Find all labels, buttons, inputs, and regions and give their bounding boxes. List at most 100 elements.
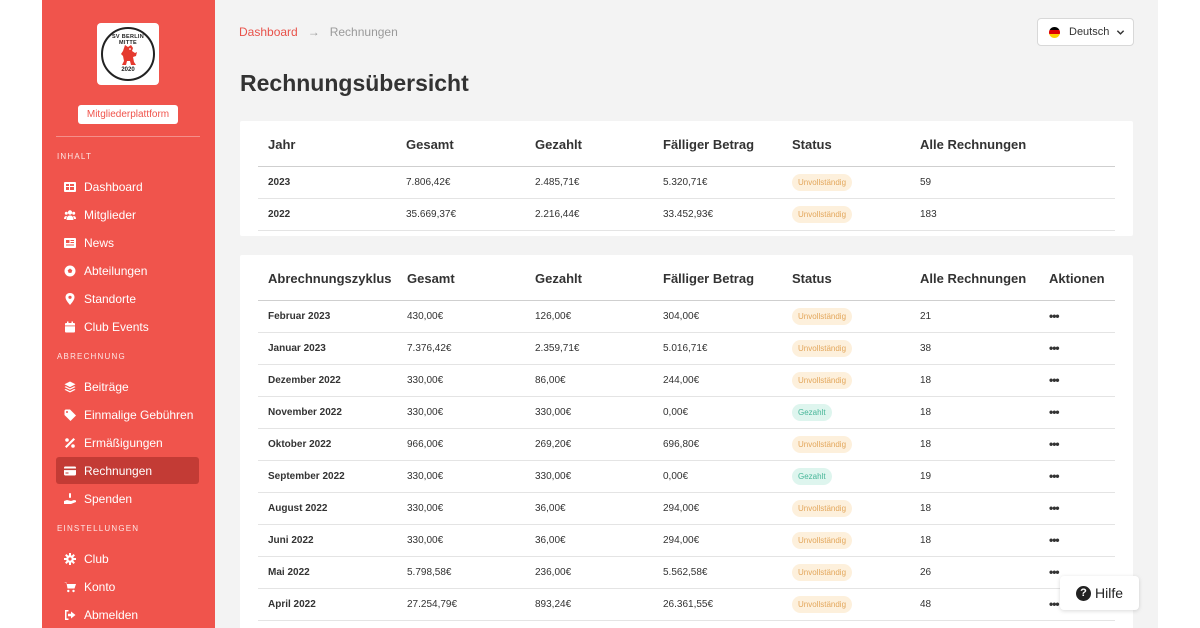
year-summary-card: Jahr Gesamt Gezahlt Fälliger Betrag Stat…	[240, 121, 1133, 236]
gear-icon	[63, 552, 77, 566]
status-cell: Unvollständig	[782, 166, 910, 199]
billing-cycle-cell: Dezember 2022	[258, 364, 397, 397]
more-actions-icon[interactable]: •••	[1049, 309, 1060, 323]
billing-cycle-table: Abrechnungszyklus Gesamt Gezahlt Fällige…	[258, 257, 1115, 621]
status-badge: Unvollständig	[792, 499, 853, 517]
table-row[interactable]: Mai 2022 5.798,58€ 236,00€ 5.562,58€ Unvolls…	[258, 556, 1115, 589]
status-badge: Unvollständig	[792, 307, 853, 325]
sidebar-item-konto[interactable]: Konto	[56, 573, 199, 600]
chevron-down-icon	[1117, 29, 1125, 35]
status-cell: Unvollständig	[782, 198, 910, 231]
sidebar-item-club[interactable]: Club	[56, 545, 199, 572]
sidebar-item-label: Spenden	[84, 491, 133, 506]
sidebar-item-beitraege[interactable]: Beiträge	[56, 373, 199, 400]
column-header[interactable]: Gesamt	[397, 257, 525, 301]
logo-arc-text: SV BERLIN MITTE	[111, 34, 145, 46]
column-header[interactable]: Gezahlt	[525, 257, 653, 301]
status-badge: Unvollständig	[792, 435, 853, 453]
sidebar-item-label: Standorte	[84, 291, 137, 306]
due-cell: 294,00€	[653, 492, 782, 525]
table-row[interactable]: November 2022 330,00€ 330,00€ 0,00€ Gezahlt 1…	[258, 396, 1115, 429]
percent-icon	[63, 436, 77, 450]
column-header[interactable]: Fälliger Betrag	[653, 123, 782, 167]
section-title-inhalt: INHALT	[57, 152, 93, 161]
help-label: Hilfe	[1094, 585, 1123, 601]
sidebar-item-mitglieder[interactable]: Mitglieder	[56, 201, 199, 228]
table-row[interactable]: 2022 35.669,37€ 2.216,44€ 33.452,93€ Unvolls…	[258, 198, 1115, 231]
sidebar-item-ermaessigungen[interactable]: Ermäßigungen	[56, 429, 199, 456]
invoice-count-cell: 18	[910, 492, 1039, 525]
sidebar-item-standorte[interactable]: Standorte	[56, 285, 199, 312]
total-cell: 966,00€	[397, 428, 525, 461]
more-actions-icon[interactable]: •••	[1049, 405, 1060, 419]
more-actions-icon[interactable]: •••	[1049, 565, 1060, 579]
status-cell: Unvollständig	[782, 588, 910, 621]
paid-cell: 126,00€	[525, 300, 653, 333]
sidebar-item-label: Club Events	[84, 319, 149, 334]
language-label: Deutsch	[1069, 26, 1110, 38]
sidebar-item-spenden[interactable]: Spenden	[56, 485, 199, 512]
total-cell: 35.669,37€	[396, 198, 525, 231]
status-cell: Unvollständig	[782, 332, 910, 365]
sidebar-item-abteilungen[interactable]: Abteilungen	[56, 257, 199, 284]
sidebar-item-label: Mitglieder	[84, 207, 137, 222]
soccer-ball-icon	[63, 264, 77, 278]
more-actions-icon[interactable]: •••	[1049, 597, 1060, 611]
column-header[interactable]: Status	[782, 123, 910, 167]
breadcrumb-current: Rechnungen	[329, 25, 398, 39]
more-actions-icon[interactable]: •••	[1049, 437, 1060, 451]
more-actions-icon[interactable]: •••	[1049, 501, 1060, 515]
breadcrumb-link-dashboard[interactable]: Dashboard	[239, 25, 298, 39]
year-cell: 2022	[258, 198, 396, 231]
column-header[interactable]: Jahr	[258, 123, 396, 167]
table-row[interactable]: April 2022 27.254,79€ 893,24€ 26.361,55€ Unv…	[258, 588, 1115, 621]
sidebar-item-club-events[interactable]: Club Events	[56, 313, 199, 340]
sidebar-item-label: Dashboard	[84, 179, 143, 194]
status-badge: Unvollständig	[792, 339, 853, 357]
sidebar-item-news[interactable]: News	[56, 229, 199, 256]
language-selector[interactable]: Deutsch	[1037, 18, 1134, 46]
paid-cell: 269,20€	[525, 428, 653, 461]
table-row[interactable]: September 2022 330,00€ 330,00€ 0,00€ Gezahlt…	[258, 460, 1115, 493]
billing-cycle-cell: Januar 2023	[258, 332, 397, 365]
billing-cycle-cell: September 2022	[258, 460, 397, 493]
total-cell: 430,00€	[397, 300, 525, 333]
invoice-count-cell: 18	[910, 396, 1039, 429]
donate-hand-icon	[63, 492, 77, 506]
table-row[interactable]: August 2022 330,00€ 36,00€ 294,00€ Unvollstä…	[258, 492, 1115, 525]
billing-cycle-cell: August 2022	[258, 492, 397, 525]
status-badge: Unvollständig	[792, 595, 853, 613]
help-button[interactable]: ? Hilfe	[1060, 576, 1139, 610]
more-actions-icon[interactable]: •••	[1049, 533, 1060, 547]
layers-icon	[63, 380, 77, 394]
column-header[interactable]: Fälliger Betrag	[653, 257, 782, 301]
table-row[interactable]: 2023 7.806,42€ 2.485,71€ 5.320,71€ Unvollstä…	[258, 166, 1115, 199]
table-row[interactable]: Dezember 2022 330,00€ 86,00€ 244,00€ Unvolls…	[258, 364, 1115, 397]
column-header[interactable]: Gesamt	[396, 123, 525, 167]
sidebar-item-einmalige-gebuehren[interactable]: Einmalige Gebühren	[56, 401, 199, 428]
column-header[interactable]: Status	[782, 257, 910, 301]
sidebar-item-dashboard[interactable]: Dashboard	[56, 173, 199, 200]
year-summary-table: Jahr Gesamt Gezahlt Fälliger Betrag Stat…	[258, 123, 1115, 231]
table-row[interactable]: Oktober 2022 966,00€ 269,20€ 696,80€ Unvolls…	[258, 428, 1115, 461]
more-actions-icon[interactable]: •••	[1049, 373, 1060, 387]
club-logo[interactable]: SV BERLIN MITTE 2020	[97, 23, 159, 85]
year-cell: 2023	[258, 166, 396, 199]
paid-cell: 330,00€	[525, 460, 653, 493]
more-actions-icon[interactable]: •••	[1049, 469, 1060, 483]
more-actions-icon[interactable]: •••	[1049, 341, 1060, 355]
table-row[interactable]: Januar 2023 7.376,42€ 2.359,71€ 5.016,71€ Un…	[258, 332, 1115, 365]
table-row[interactable]: Juni 2022 330,00€ 36,00€ 294,00€ Unvollständ…	[258, 524, 1115, 557]
invoice-count-cell: 59	[910, 166, 1115, 199]
table-row[interactable]: Februar 2023 430,00€ 126,00€ 304,00€ Unvolls…	[258, 300, 1115, 333]
total-cell: 5.798,58€	[397, 556, 525, 589]
sidebar-item-rechnungen[interactable]: Rechnungen	[56, 457, 199, 484]
sidebar-item-abmelden[interactable]: Abmelden	[56, 601, 199, 628]
column-header[interactable]: Abrechnungszyklus	[258, 257, 397, 301]
column-header[interactable]: Alle Rechnungen	[910, 123, 1115, 167]
billing-cycle-cell: Oktober 2022	[258, 428, 397, 461]
column-header[interactable]: Gezahlt	[525, 123, 653, 167]
column-header[interactable]: Alle Rechnungen	[910, 257, 1039, 301]
invoice-count-cell: 183	[910, 198, 1115, 231]
billing-cycle-card: Abrechnungszyklus Gesamt Gezahlt Fällige…	[240, 255, 1133, 628]
